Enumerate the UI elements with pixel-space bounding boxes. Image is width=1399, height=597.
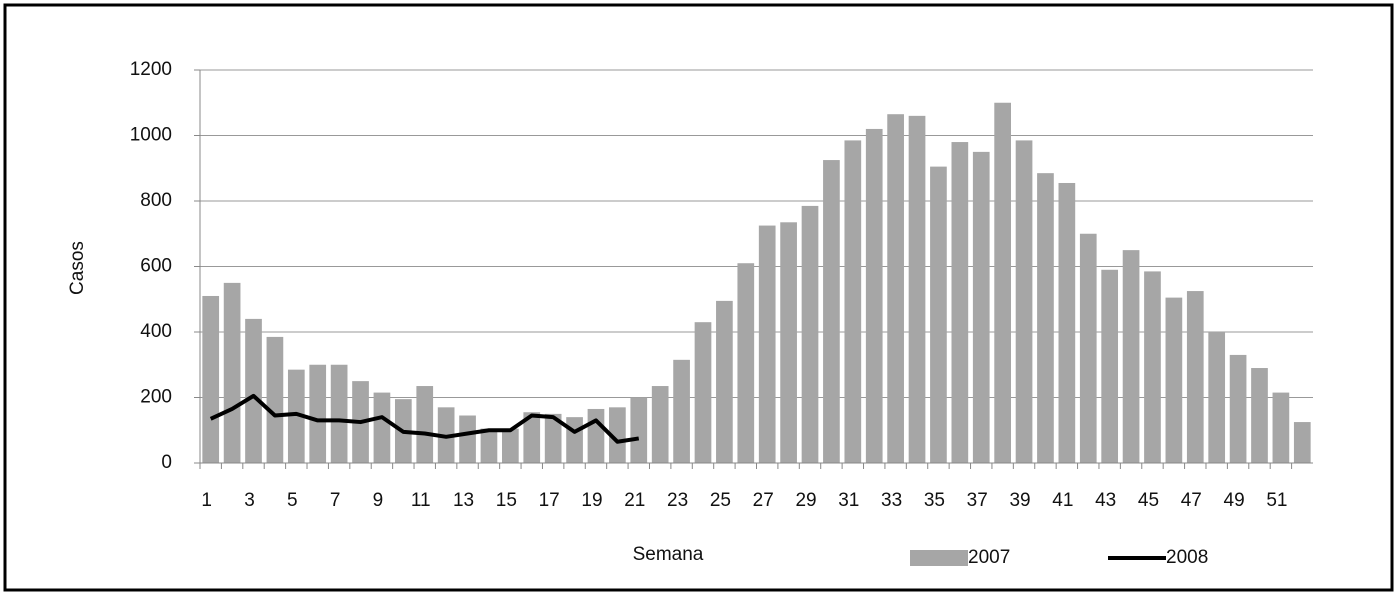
line	[209, 393, 640, 444]
bar	[1272, 392, 1290, 463]
bar	[566, 417, 583, 463]
legend-label: 2008	[1166, 547, 1208, 568]
bar	[887, 114, 904, 464]
y-tick-label: 1200	[130, 59, 172, 80]
bar	[801, 205, 819, 463]
bar	[373, 392, 391, 463]
x-tick-label: 5	[287, 490, 298, 511]
x-tick-label: 47	[1181, 490, 1202, 511]
bar	[865, 128, 883, 463]
bar	[694, 322, 712, 463]
x-tick-label: 43	[1095, 490, 1116, 511]
bar	[287, 369, 305, 463]
bar	[1186, 291, 1204, 463]
legend-label: 2007	[968, 547, 1010, 568]
x-axis-label: Semana	[633, 544, 704, 565]
x-tick-label: 49	[1224, 490, 1245, 511]
bar	[202, 295, 220, 463]
bar	[844, 140, 862, 463]
y-tick-label: 1000	[130, 125, 172, 146]
bar	[523, 412, 541, 463]
x-tick-label: 7	[330, 490, 341, 511]
bar	[266, 336, 284, 463]
bar	[309, 364, 327, 463]
x-tick-label: 1	[201, 490, 212, 511]
bar	[330, 364, 348, 463]
bar	[1058, 182, 1076, 464]
bar	[758, 225, 776, 463]
bar	[502, 428, 519, 463]
x-tick-label: 17	[539, 490, 560, 511]
x-tick-label: 31	[838, 490, 859, 511]
x-tick-label: 19	[581, 490, 602, 511]
y-tick-label: 400	[140, 321, 172, 342]
bar	[823, 160, 840, 463]
bar	[223, 282, 241, 463]
y-tick-label: 200	[140, 387, 172, 408]
x-tick-label: 3	[244, 490, 255, 511]
bar	[1229, 354, 1247, 463]
bar	[416, 386, 434, 463]
bar	[1144, 271, 1161, 463]
bar	[1101, 269, 1119, 463]
bar	[651, 386, 669, 463]
x-tick-label: 51	[1266, 490, 1287, 511]
bar	[1165, 297, 1183, 463]
bar	[1251, 368, 1268, 463]
bar	[930, 166, 947, 464]
x-tick-label: 29	[795, 490, 816, 511]
x-tick-label: 21	[624, 490, 645, 511]
bar	[587, 408, 605, 463]
bar	[951, 142, 969, 464]
x-tick-label: 9	[373, 490, 384, 511]
x-tick-label: 41	[1052, 490, 1073, 511]
x-tick-label: 15	[496, 490, 517, 511]
x-tick-label: 37	[967, 490, 988, 511]
x-tick-label: 27	[753, 490, 774, 511]
y-tick-label: 600	[140, 256, 172, 277]
frame	[3, 3, 1394, 592]
x-tick-label: 13	[453, 490, 474, 511]
x-tick-label: 25	[710, 490, 731, 511]
x-tick-label: 35	[924, 490, 945, 511]
bar	[737, 263, 755, 463]
bar	[1079, 233, 1097, 463]
bar	[972, 151, 990, 463]
bar	[1122, 250, 1140, 463]
bar	[1037, 173, 1054, 463]
x-tick-label: 45	[1138, 490, 1159, 511]
legend-swatch	[910, 550, 968, 566]
bar	[480, 428, 498, 463]
bar	[994, 102, 1011, 463]
x-tick-label: 11	[411, 490, 431, 511]
bar	[459, 415, 476, 463]
y-axis-label: Casos	[67, 241, 88, 295]
bar	[908, 115, 926, 463]
bar	[1293, 422, 1311, 463]
bar	[1015, 140, 1033, 463]
y-tick-label: 0	[161, 452, 172, 473]
x-tick-label: 23	[667, 490, 688, 511]
bar	[780, 222, 797, 463]
x-tick-label: 39	[1009, 490, 1030, 511]
bar	[245, 318, 262, 463]
x-tick-label: 33	[881, 490, 902, 511]
bar	[609, 407, 626, 463]
bar	[716, 300, 733, 463]
bar	[544, 413, 562, 463]
bar	[673, 359, 690, 463]
y-tick-label: 800	[140, 190, 172, 211]
bar	[1208, 332, 1226, 463]
bar	[630, 397, 648, 463]
